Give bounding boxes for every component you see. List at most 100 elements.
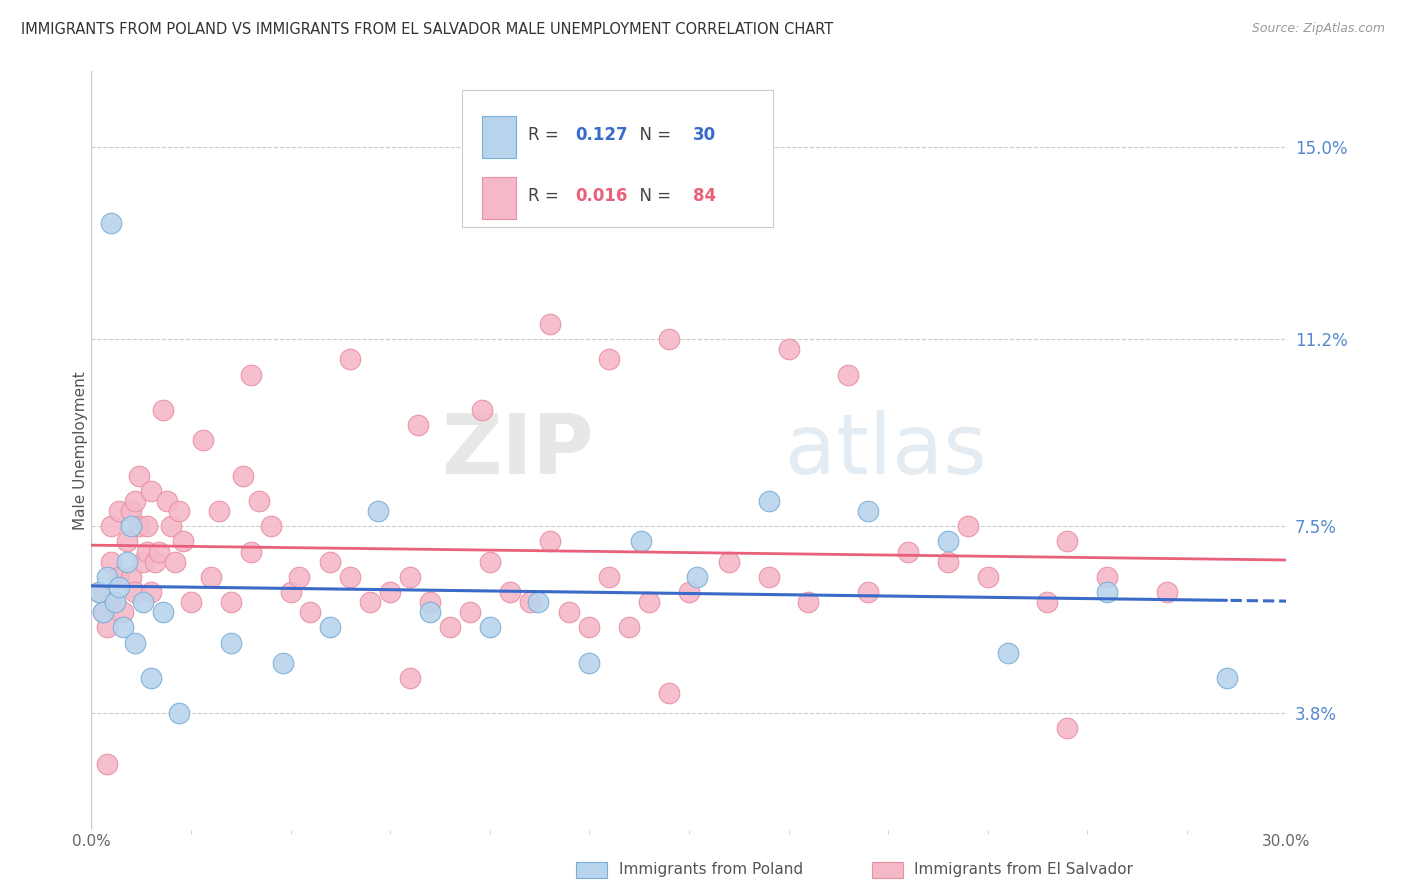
Point [108,504,131,518]
Point [143,555,166,569]
Point [136,544,159,558]
Point [1036,595,1059,609]
Point [406,418,429,433]
Point [148,544,170,558]
FancyBboxPatch shape [872,862,903,878]
Text: Immigrants from El Salvador: Immigrants from El Salvador [914,863,1133,877]
Point [163,555,186,569]
Point [658,332,681,346]
Point [115,534,138,549]
Text: 30: 30 [693,127,716,145]
Point [837,368,859,382]
Point [498,585,520,599]
Point [778,343,800,357]
Y-axis label: Male Unemployment: Male Unemployment [73,371,87,530]
Point [108,580,131,594]
Point [120,570,142,584]
Point [419,605,441,619]
Point [478,555,501,569]
Point [717,555,740,569]
Point [180,595,202,609]
Text: N =: N = [630,127,676,145]
Point [239,544,262,558]
Point [1156,585,1178,599]
Point [100,555,122,569]
Point [219,595,242,609]
Point [112,605,135,619]
Point [172,534,194,549]
Point [976,570,998,584]
Text: atlas: atlas [785,410,986,491]
Point [1216,671,1239,685]
Point [638,595,661,609]
Point [378,585,402,599]
Point [658,686,681,700]
Point [104,595,127,609]
Point [319,555,342,569]
Point [96,620,118,634]
Text: 84: 84 [693,187,716,205]
Text: Immigrants from Poland: Immigrants from Poland [619,863,803,877]
Point [200,570,222,584]
Point [96,570,118,584]
Point [167,504,190,518]
Point [141,483,162,498]
Point [339,352,361,367]
Point [299,605,322,619]
Point [120,519,142,533]
Text: N =: N = [630,187,676,205]
Point [359,595,381,609]
Point [758,494,780,508]
Point [856,585,880,599]
Point [120,504,142,518]
Point [997,646,1019,660]
Point [678,585,700,599]
Point [538,317,561,331]
Point [239,368,262,382]
Text: 0.016: 0.016 [575,187,628,205]
Point [93,605,114,619]
Point [128,519,150,533]
Point [956,519,979,533]
Point [104,595,127,609]
Text: IMMIGRANTS FROM POLAND VS IMMIGRANTS FROM EL SALVADOR MALE UNEMPLOYMENT CORRELAT: IMMIGRANTS FROM POLAND VS IMMIGRANTS FRO… [21,22,834,37]
FancyBboxPatch shape [482,177,516,219]
Point [797,595,820,609]
Point [124,585,146,599]
Point [156,494,179,508]
Point [686,570,709,584]
FancyBboxPatch shape [482,117,516,158]
Text: R =: R = [527,187,564,205]
Point [93,605,114,619]
Point [280,585,302,599]
Point [115,555,138,569]
Point [936,555,959,569]
Point [160,519,183,533]
Point [1097,585,1119,599]
Point [167,706,190,721]
Point [191,434,214,448]
Point [1097,570,1119,584]
Point [598,352,620,367]
Point [1056,534,1078,549]
Text: Source: ZipAtlas.com: Source: ZipAtlas.com [1251,22,1385,36]
Point [558,605,581,619]
Text: R =: R = [527,127,564,145]
Point [108,570,131,584]
Point [578,656,600,670]
Point [598,570,620,584]
Point [856,504,880,518]
Point [399,570,422,584]
Point [339,570,361,584]
Point [578,620,600,634]
Point [89,585,111,599]
Point [439,620,461,634]
Point [619,620,641,634]
FancyBboxPatch shape [576,862,607,878]
Point [419,595,441,609]
Point [271,656,294,670]
Point [399,671,422,685]
Point [219,635,242,649]
Point [152,403,174,417]
Point [100,216,122,230]
